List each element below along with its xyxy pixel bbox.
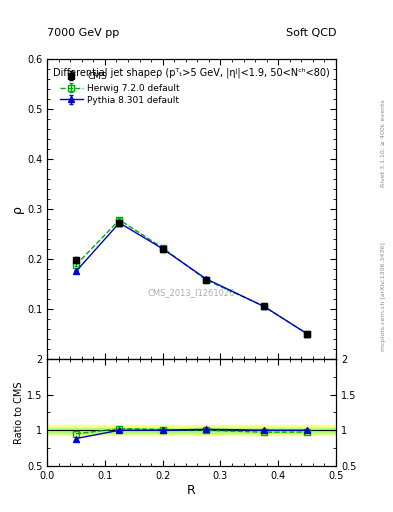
Text: CMS_2013_I1261026: CMS_2013_I1261026	[148, 288, 235, 297]
Bar	[47, 428, 336, 433]
Text: Rivet 3.1.10, ≥ 400k events: Rivet 3.1.10, ≥ 400k events	[381, 99, 386, 187]
Y-axis label: ρ: ρ	[11, 205, 24, 213]
Text: Soft QCD: Soft QCD	[286, 28, 336, 38]
Text: mcplots.cern.ch [arXiv:1306.3436]: mcplots.cern.ch [arXiv:1306.3436]	[381, 243, 386, 351]
Legend: CMS, Herwig 7.2.0 default, Pythia 8.301 default: CMS, Herwig 7.2.0 default, Pythia 8.301 …	[57, 70, 183, 107]
Text: 7000 GeV pp: 7000 GeV pp	[47, 28, 119, 38]
Y-axis label: Ratio to CMS: Ratio to CMS	[14, 381, 24, 443]
Text: Differential jet shapeρ (pᵀₜ>5 GeV, |ηʲ|<1.9, 50<Nᶜʰ<80): Differential jet shapeρ (pᵀₜ>5 GeV, |ηʲ|…	[53, 68, 330, 78]
X-axis label: R: R	[187, 483, 196, 497]
Bar	[47, 425, 336, 435]
